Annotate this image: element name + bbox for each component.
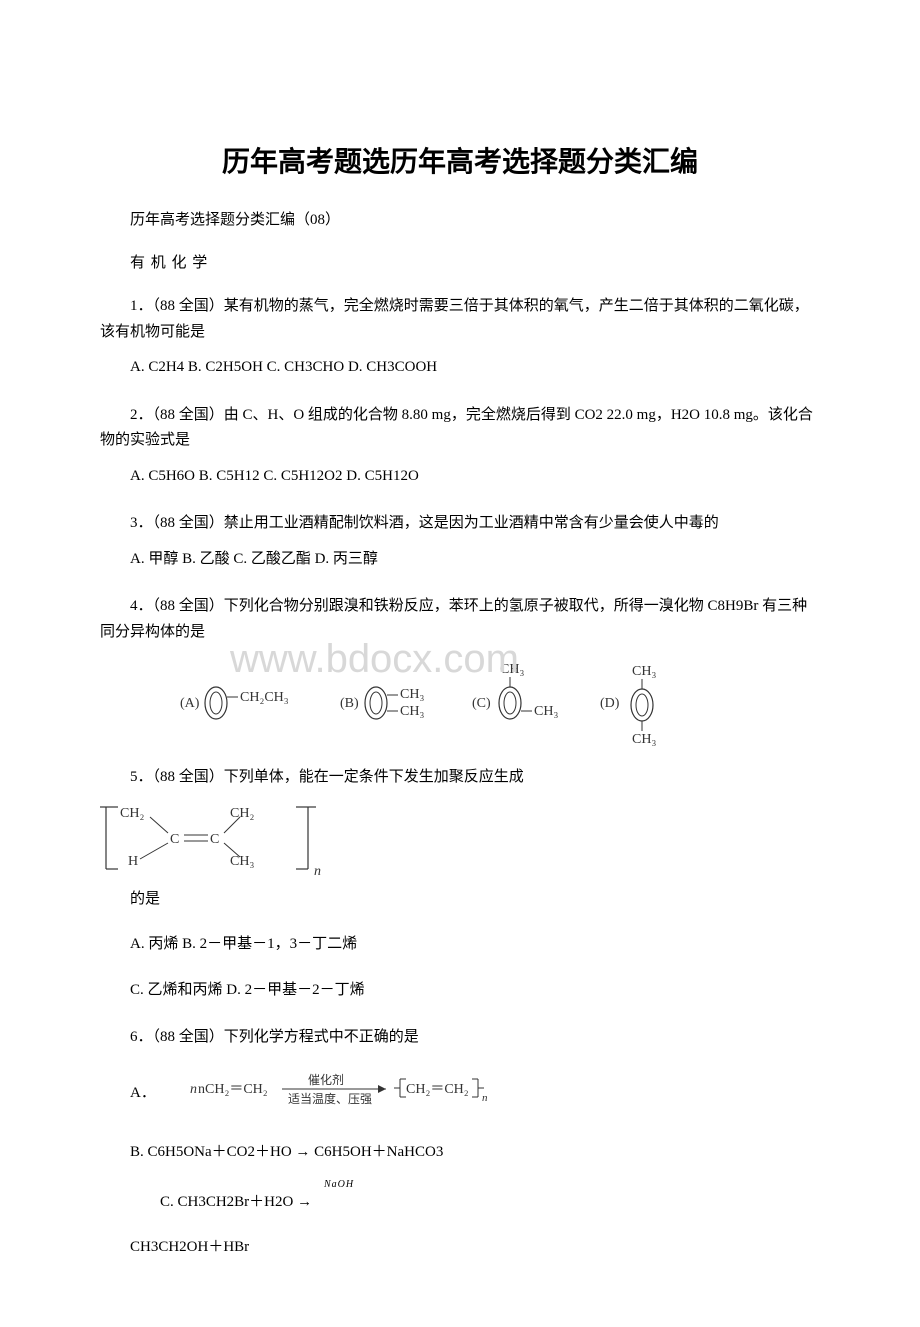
label-ch3-b2: CH₃ [400, 704, 424, 719]
q1-text: 1．（88 全国）某有机物的蒸气，完全燃烧时需要三倍于其体积的氧气，产生二倍于其… [100, 294, 820, 345]
q6a-left: nCH₂＝CH₂ [198, 1082, 268, 1097]
label-c: (C) [472, 696, 491, 711]
label-ch3-c1: CH₃ [500, 662, 524, 677]
page-title: 历年高考题选历年高考选择题分类汇编 [100, 140, 820, 180]
q6c-arrow: → [297, 1194, 312, 1210]
q6c-prefix: C. CH3CH2Br＋H2O [160, 1194, 293, 1210]
q1-options: A. C2H4 B. C2H5OH C. CH3CHO D. CH3COOH [100, 355, 820, 381]
q6-text: 6．（88 全国）下列化学方程式中不正确的是 [100, 1025, 820, 1051]
q5-ch2-1: CH₂ [120, 806, 144, 821]
q6-opt-c2: CH3CH2OH＋HBr [100, 1235, 820, 1261]
q2-options: A. C5H6O B. C5H12 C. C5H12O2 D. C5H12O [100, 464, 820, 490]
q6a-top: 催化剂 [308, 1072, 344, 1087]
label-ch2ch3-a: CH₂CH₃ [240, 690, 289, 705]
q5-ch2-2: CH₂ [230, 806, 254, 821]
q2-text: 2．（88 全国）由 C、H、O 组成的化合物 8.80 mg，完全燃烧后得到 … [100, 403, 820, 454]
q6-opt-b: B. C6H5ONa＋CO2＋HO → C6H5OH＋NaHCO3 [100, 1140, 820, 1166]
q6a-bot: 适当温度、压强 [288, 1091, 372, 1106]
q5-c1: C [170, 832, 179, 847]
label-d: (D) [600, 696, 620, 711]
q5-polymer: CH₂ H CH₂ CH₃ C C n [100, 801, 820, 879]
q6-opt-a: A． n nCH₂＝CH₂ 催化剂 适当温度、压强 CH₂＝CH₂ [100, 1071, 820, 1117]
label-ch3-d1: CH₃ [632, 664, 656, 679]
label-b: (B) [340, 696, 359, 711]
label-a: (A) [180, 696, 200, 711]
svg-text:n: n [482, 1092, 488, 1104]
q4-text: 4．（88 全国）下列化合物分别跟溴和铁粉反应，苯环上的氢原子被取代，所得一溴化… [100, 594, 820, 645]
q6a-prefix: A． [130, 1085, 156, 1101]
q3-text: 3．（88 全国）禁止用工业酒精配制饮料酒，这是因为工业酒精中常含有少量会使人中… [100, 511, 820, 537]
q5-n: n [314, 864, 321, 879]
q5-h: H [128, 854, 138, 869]
q5-text: 5．（88 全国）下列单体，能在一定条件下发生加聚反应生成 [100, 765, 820, 791]
label-ch3-b1: CH₃ [400, 687, 424, 702]
q5-opts-cd: C. 乙烯和丙烯 D. 2－甲基－2－丁烯 [100, 978, 820, 1004]
q4-structures: (A) CH₂CH₃ (B) CH₃ [100, 655, 820, 747]
q6a-right: CH₂＝CH₂ [406, 1082, 469, 1097]
q6c-cond: NaOH [294, 1176, 354, 1193]
q5-opts-ab: A. 丙烯 B. 2－甲基－1，3－丁二烯 [100, 932, 820, 958]
svg-text:n: n [190, 1082, 197, 1097]
q5-text2: 的是 [100, 887, 820, 913]
q5-ch3: CH₃ [230, 854, 254, 869]
label-ch3-c2: CH₃ [534, 704, 558, 719]
subtitle: 历年高考选择题分类汇编（08） [100, 208, 820, 229]
label-ch3-d2: CH₃ [632, 732, 656, 747]
q5-c2: C [210, 832, 219, 847]
q3-options: A. 甲醇 B. 乙酸 C. 乙酸乙酯 D. 丙三醇 [100, 547, 820, 573]
q6-opt-c: NaOH C. CH3CH2Br＋H2O → [100, 1190, 820, 1216]
section-header: 有 机 化 学 [100, 251, 820, 272]
